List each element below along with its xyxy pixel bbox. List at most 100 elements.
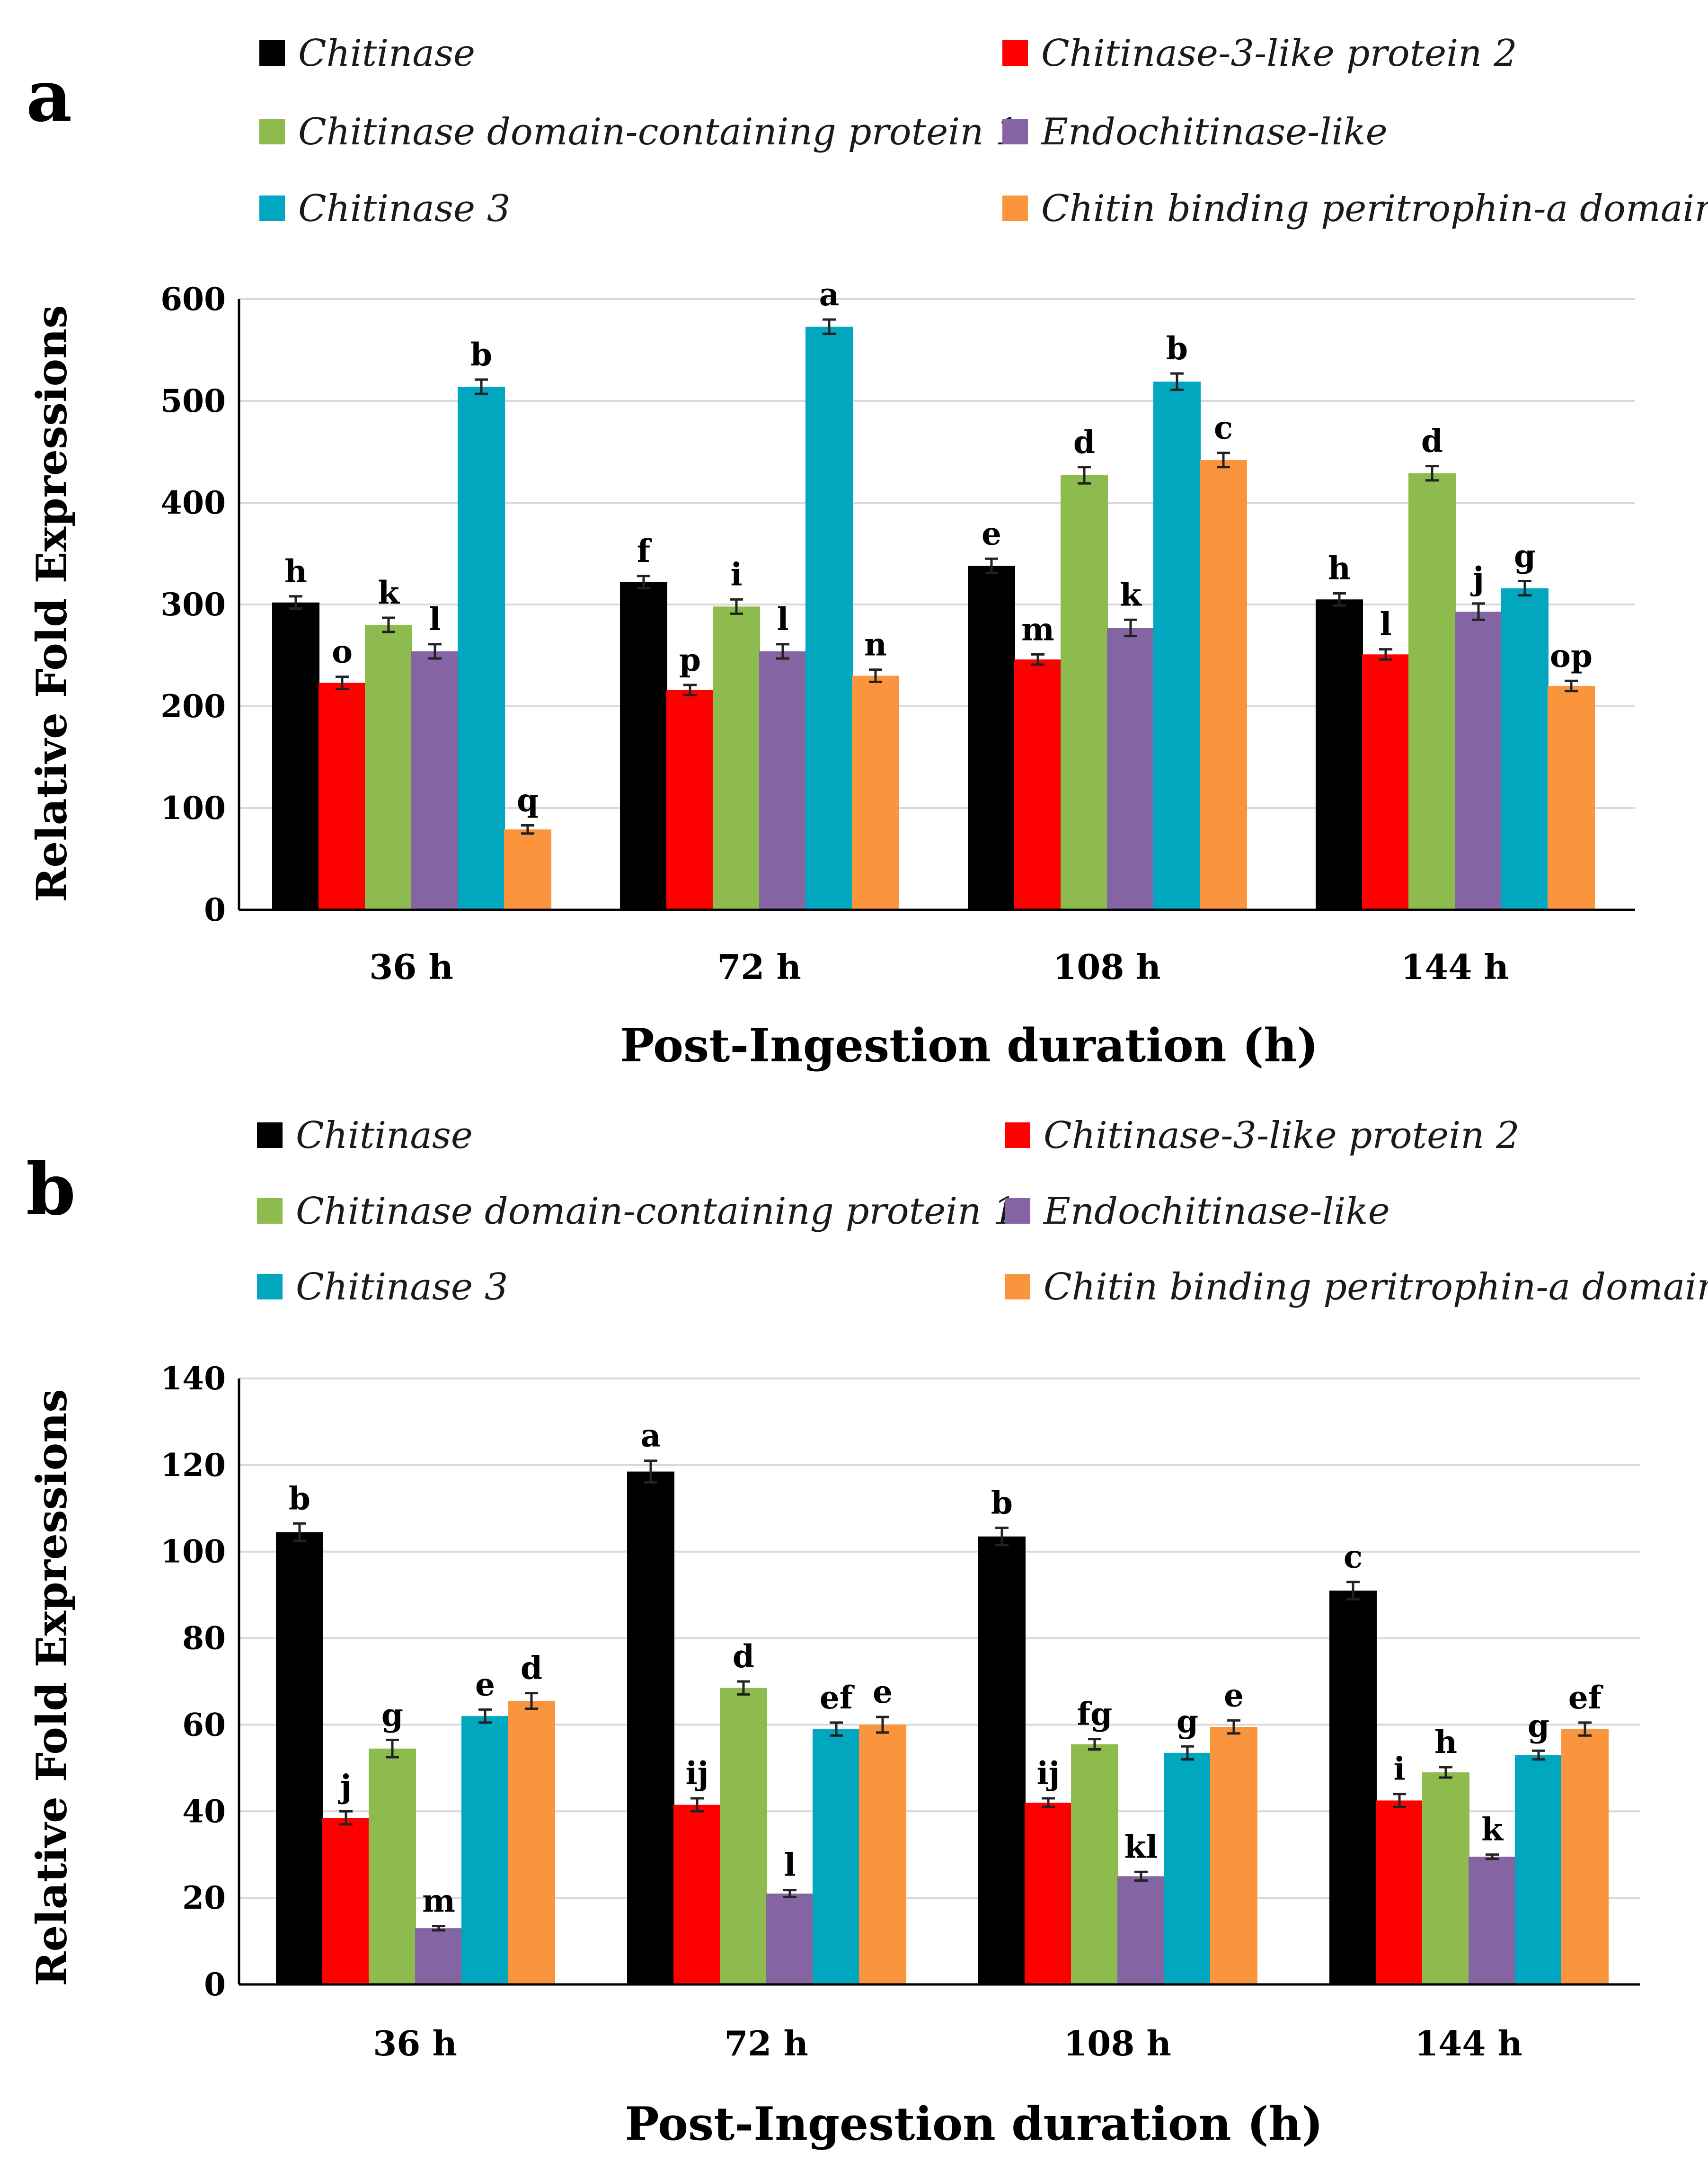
panel-b-sig-letter-4-6: ef	[1568, 1679, 1603, 1716]
panel-b-bar-2-1	[627, 1471, 674, 1984]
panel-b-legend-swatch-5	[257, 1274, 283, 1299]
panel-b-sig-letter-2-5: ef	[820, 1679, 855, 1716]
panel-b-bar-3-4	[1117, 1876, 1165, 1984]
panel-a-bar-4-6	[1548, 686, 1595, 910]
panel-b-bar-1-1	[276, 1532, 323, 1984]
panel-a-bar-4-2	[1362, 654, 1409, 910]
panel-b-bar-3-5	[1164, 1752, 1211, 1984]
panel-a-y-tick-0: 0	[204, 891, 226, 928]
panel-b-y-tick-0: 0	[204, 1966, 226, 2003]
panel-a-sig-letter-4-4: j	[1470, 560, 1484, 597]
panel-b-bar-1-5	[461, 1716, 509, 1984]
panel-b-sig-letter-2-2: ij	[686, 1755, 709, 1792]
panel-a-sig-letter-4-2: l	[1380, 606, 1391, 643]
panel-a-y-tick-100: 100	[160, 790, 226, 827]
panel-a-sig-letter-1-4: l	[429, 601, 441, 638]
panel-a-sig-letter-3-4: k	[1120, 576, 1142, 613]
panel-b-legend-label-2: Chitinase-3-like protein 2	[1044, 1114, 1520, 1157]
panel-a-bar-3-1	[968, 566, 1015, 910]
panel-b-bar-3-1	[978, 1536, 1026, 1984]
panel-b-sig-letter-1-3: g	[381, 1696, 403, 1733]
panel-a-legend: Chitinase Chitinase-3-like protein 2 Chiti…	[259, 32, 1708, 230]
panel-b-sig-letter-3-4: kl	[1124, 1828, 1158, 1865]
panel-b-sig-letter-4-2: i	[1393, 1751, 1405, 1788]
panel-b-bar-4-2	[1376, 1800, 1423, 1984]
panel-a-y-tick-400: 400	[160, 484, 226, 521]
panel-a-bar-2-4	[759, 651, 806, 910]
panel-b-bar-1-3	[369, 1748, 416, 1984]
panel-a-legend-swatch-1	[259, 40, 285, 66]
panel-b-x-axis-title: Post-Ingestion duration (h)	[625, 2097, 1323, 2151]
panel-b-x-tick-3: 108 h	[1063, 2023, 1171, 2063]
panel-b-axes: 0 20 40 60 80 100 120 140 36 h 72 h 108 h 144 h	[160, 1360, 1640, 2063]
panel-a-legend-swatch-3	[259, 119, 285, 144]
panel-a-legend-swatch-2	[1002, 40, 1028, 66]
panel-a-sig-letter-2-4: l	[777, 601, 788, 638]
panel-b-sig-letter-3-5: g	[1177, 1703, 1198, 1740]
panel-a-sig-letter-3-6: c	[1214, 409, 1233, 446]
panel-b-y-tick-140: 140	[160, 1360, 226, 1397]
panel-b-sig-letter-1-6: d	[521, 1650, 542, 1687]
panel-a-legend-label-1: Chitinase	[298, 32, 475, 75]
panel-a-legend-label-2: Chitinase-3-like protein 2	[1041, 32, 1517, 75]
panel-a-legend-label-6: Chitin binding peritrophin-a domain	[1041, 187, 1708, 230]
panel-a-sig-letter-1-2: o	[332, 633, 353, 670]
panel-a-bar-4-5	[1501, 588, 1549, 910]
panel-a-y-tick-500: 500	[160, 382, 226, 419]
panel-b-bar-4-3	[1422, 1772, 1469, 1984]
panel-a-sig-letter-3-5: b	[1166, 330, 1188, 367]
panel-b-legend-swatch-2	[1005, 1122, 1030, 1148]
panel-a-bar-2-1	[620, 582, 667, 910]
panel-b-sig-letter-2-3: d	[733, 1638, 754, 1675]
panel-b-x-tick-2: 72 h	[724, 2023, 808, 2063]
panel-a-bar-4-1	[1316, 599, 1363, 910]
panel-b-bar-4-5	[1515, 1755, 1562, 1984]
panel-a-bar-1-3	[365, 625, 412, 910]
panel-b-legend-label-6: Chitin binding peritrophin-a domain	[1044, 1266, 1708, 1308]
panel-b-bar-2-4	[766, 1894, 814, 1984]
panel-b-y-tick-60: 60	[182, 1706, 226, 1743]
panel-b-sig-letter-3-1: b	[991, 1484, 1013, 1521]
panel-a-legend-label-3: Chitinase domain-containing protein 1	[298, 111, 1019, 153]
panel-b-bar-4-1	[1329, 1591, 1377, 1984]
panel-a-bar-2-6	[852, 676, 899, 910]
panel-b-sig-letter-3-2: ij	[1037, 1755, 1060, 1792]
panel-b-legend-label-5: Chitinase 3	[296, 1266, 508, 1308]
panel-a-x-tick-1: 36 h	[369, 947, 453, 987]
panel-b-y-tick-120: 120	[160, 1447, 226, 1484]
panel-b-sig-letter-2-6: e	[873, 1673, 893, 1710]
panel-b-bar-1-6	[508, 1701, 555, 1984]
panel-b-sig-letter-4-1: c	[1344, 1539, 1363, 1575]
panel-b-bar-4-6	[1561, 1729, 1609, 1984]
panel-a-bar-3-5	[1153, 382, 1201, 910]
panel-a-sig-letter-1-5: b	[470, 336, 492, 373]
panel-b-sig-letter-4-5: g	[1528, 1707, 1549, 1744]
panel-a-sig-letter-4-6: op	[1550, 637, 1593, 674]
panel-a-sig-letter-2-1: f	[637, 533, 652, 569]
panel-a-sig-letter-2-2: p	[679, 641, 701, 678]
panel-b-bar-4-4	[1469, 1857, 1516, 1984]
panel-b-y-tick-20: 20	[182, 1879, 226, 1916]
panel-a-bar-1-2	[319, 683, 366, 910]
panel-a-bar-3-6	[1200, 460, 1247, 910]
panel-a-sig-letter-2-5: a	[819, 276, 840, 313]
panel-b-sig-letter-4-4: k	[1481, 1811, 1504, 1848]
panel-a-y-tick-600: 600	[160, 281, 226, 318]
panel-a-sig-letter-2-3: i	[730, 556, 742, 593]
panel-b-sig-letter-1-4: m	[422, 1883, 455, 1920]
panel-b-bar-2-2	[673, 1805, 721, 1984]
panel-a-bar-4-3	[1408, 473, 1456, 910]
panel-b-bar-3-3	[1071, 1744, 1118, 1984]
panel-b-legend-label-3: Chitinase domain-containing protein 1	[296, 1190, 1017, 1233]
panel-a-sig-letter-1-3: k	[378, 574, 400, 611]
panel-b-bar-3-6	[1210, 1727, 1257, 1984]
panel-a-sig-letter-4-1: h	[1328, 550, 1351, 587]
panel-b-y-tick-80: 80	[182, 1620, 226, 1657]
panel-a-bar-4-4	[1455, 612, 1502, 910]
panel-b-sig-letter-1-1: b	[289, 1480, 310, 1517]
panel-a-bar-3-4	[1107, 628, 1154, 910]
panel-a-x-tick-2: 72 h	[717, 947, 801, 987]
panel-b-legend-label-4: Endochitinase-like	[1043, 1190, 1390, 1233]
panel-a-legend-label-4: Endochitinase-like	[1040, 111, 1388, 153]
